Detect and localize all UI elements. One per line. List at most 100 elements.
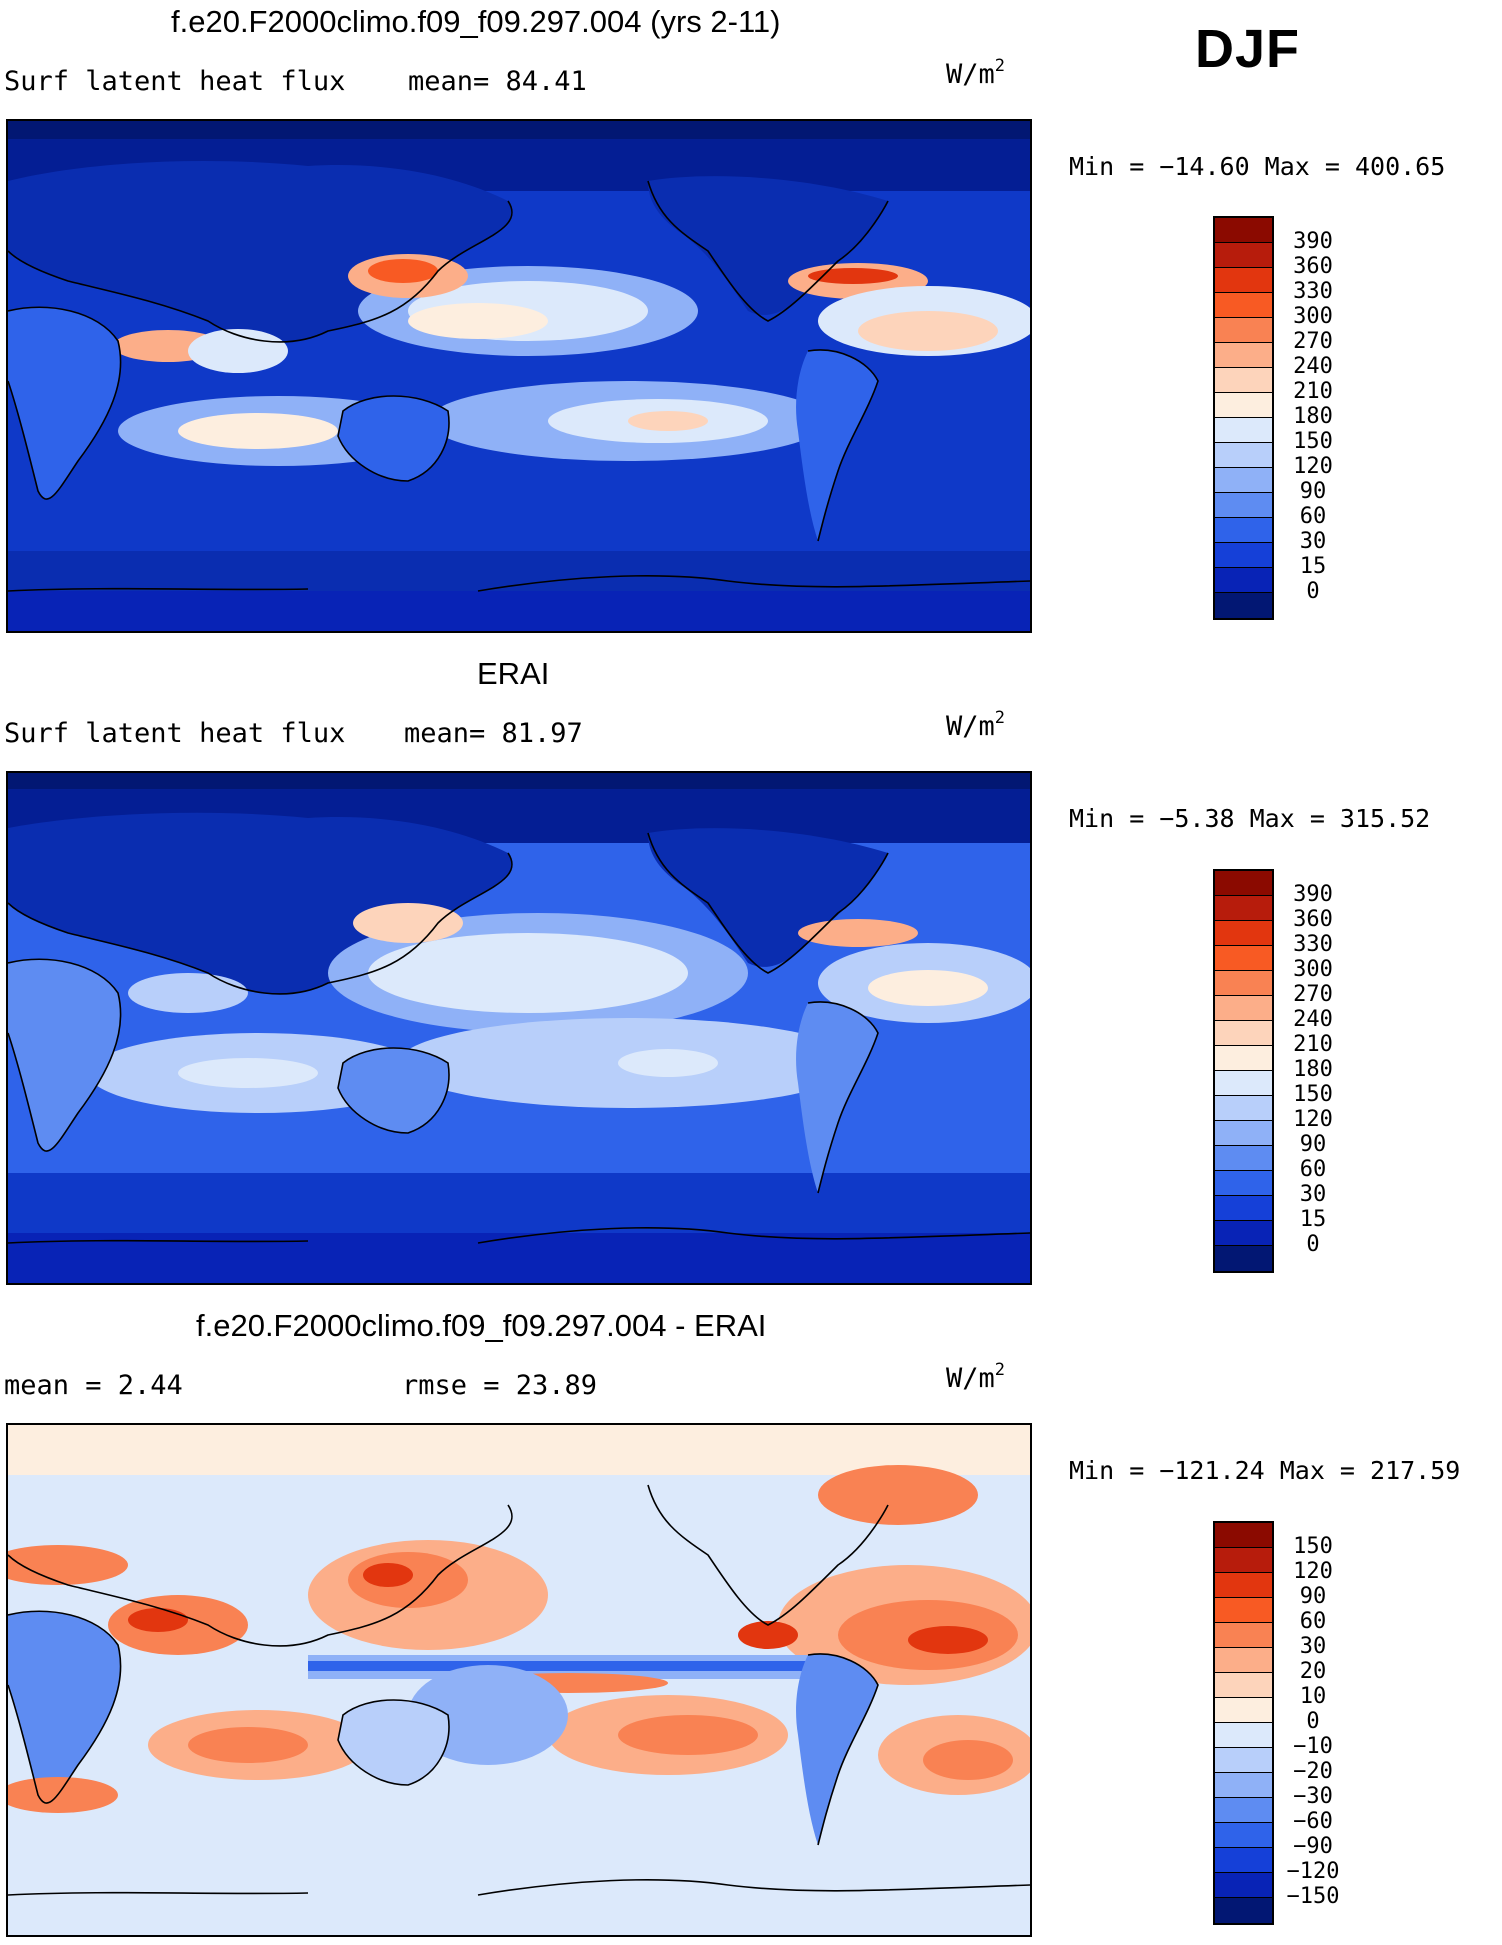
colorbar-tick-label: 30 — [1299, 1634, 1327, 1659]
panel-1-map — [6, 119, 1032, 633]
panel-3-map — [6, 1423, 1032, 1937]
colorbar-tick-label: −20 — [1293, 1759, 1333, 1784]
colorbar-tick-label: 300 — [1293, 304, 1333, 329]
panel-3-rmse-label: rmse = 23.89 — [402, 1370, 598, 1401]
panel-1-units: W/m2 — [946, 56, 1006, 90]
colorbar-tick-label: 120 — [1293, 1107, 1333, 1132]
panel-1-minmax: Min = −14.60 Max = 400.65 — [1069, 152, 1446, 181]
colorbar-tick-label: 20 — [1299, 1659, 1327, 1684]
colorbar-tick-label: 300 — [1293, 957, 1333, 982]
colorbar-tick-label: 60 — [1299, 1609, 1327, 1634]
colorbar-tick-label: 210 — [1293, 1032, 1333, 1057]
colorbar-swatch — [1215, 1798, 1272, 1823]
panel-2-mean-label: mean= 81.97 — [404, 718, 583, 749]
colorbar-tick-label: 120 — [1293, 1559, 1333, 1584]
colorbar-tick-label: −60 — [1293, 1809, 1333, 1834]
colorbar-swatch — [1215, 1121, 1272, 1146]
colorbar-swatch — [1215, 1873, 1272, 1898]
colorbar-swatch — [1215, 268, 1272, 293]
colorbar-tick-label: 240 — [1293, 354, 1333, 379]
colorbar-swatch — [1215, 1573, 1272, 1598]
panel-2-map — [6, 771, 1032, 1285]
panel-1-variable-label: Surf latent heat flux — [4, 66, 346, 97]
colorbar-tick-label: 270 — [1293, 329, 1333, 354]
colorbar-swatch — [1215, 1071, 1272, 1096]
colorbar-swatch — [1215, 1823, 1272, 1848]
colorbar-swatch — [1215, 418, 1272, 443]
colorbar-swatch — [1215, 343, 1272, 368]
colorbar-tick-label: 60 — [1299, 1157, 1327, 1182]
colorbar-swatch — [1215, 1623, 1272, 1648]
colorbar-swatch — [1215, 1146, 1272, 1171]
colorbar-swatch — [1215, 518, 1272, 543]
colorbar-swatch — [1215, 1196, 1272, 1221]
colorbar-swatch — [1215, 871, 1272, 896]
colorbar-tick-label: 330 — [1293, 279, 1333, 304]
colorbar-tick-label: 10 — [1299, 1684, 1327, 1709]
colorbar-swatch — [1215, 896, 1272, 921]
panel-3-mean-label: mean = 2.44 — [4, 1370, 183, 1401]
panel-2-colorbar — [1213, 869, 1274, 1273]
panel-2-title: ERAI — [477, 656, 550, 691]
colorbar-swatch — [1215, 1096, 1272, 1121]
colorbar-tick-label: 90 — [1299, 1132, 1327, 1157]
colorbar-tick-label: 120 — [1293, 454, 1333, 479]
panel-1-colorbar — [1213, 216, 1274, 620]
colorbar-swatch — [1215, 1221, 1272, 1246]
colorbar-swatch — [1215, 568, 1272, 593]
colorbar-tick-label: 210 — [1293, 379, 1333, 404]
panel-3-title: f.e20.F2000climo.f09_f09.297.004 - ERAI — [196, 1308, 767, 1343]
colorbar-swatch — [1215, 1171, 1272, 1196]
panel-1-title: f.e20.F2000climo.f09_f09.297.004 (yrs 2-… — [171, 4, 781, 39]
colorbar-swatch — [1215, 1246, 1272, 1271]
colorbar-tick-label: 330 — [1293, 932, 1333, 957]
panel-1-mean-label: mean= 84.41 — [408, 66, 587, 97]
panel-3-units: W/m2 — [946, 1360, 1006, 1394]
colorbar-swatch — [1215, 921, 1272, 946]
colorbar-tick-label: 60 — [1299, 504, 1327, 529]
season-label: DJF — [1195, 19, 1301, 79]
panel-2-units: W/m2 — [946, 708, 1006, 742]
colorbar-tick-label: −10 — [1293, 1734, 1333, 1759]
colorbar-tick-label: 30 — [1299, 529, 1327, 554]
colorbar-tick-label: 240 — [1293, 1007, 1333, 1032]
panel-3-minmax: Min = −121.24 Max = 217.59 — [1069, 1456, 1461, 1485]
colorbar-swatch — [1215, 1673, 1272, 1698]
colorbar-swatch — [1215, 393, 1272, 418]
colorbar-tick-label: 360 — [1293, 907, 1333, 932]
colorbar-swatch — [1215, 218, 1272, 243]
colorbar-tick-label: −90 — [1293, 1834, 1333, 1859]
colorbar-swatch — [1215, 468, 1272, 493]
colorbar-swatch — [1215, 1021, 1272, 1046]
colorbar-swatch — [1215, 593, 1272, 618]
colorbar-swatch — [1215, 1548, 1272, 1573]
colorbar-swatch — [1215, 368, 1272, 393]
colorbar-tick-label: 15 — [1299, 1207, 1327, 1232]
colorbar-tick-label: 150 — [1293, 1082, 1333, 1107]
colorbar-tick-label: 0 — [1306, 579, 1320, 604]
colorbar-swatch — [1215, 543, 1272, 568]
colorbar-tick-label: −150 — [1286, 1884, 1340, 1909]
colorbar-tick-label: 390 — [1293, 229, 1333, 254]
colorbar-tick-label: 150 — [1293, 1534, 1333, 1559]
colorbar-swatch — [1215, 1598, 1272, 1623]
colorbar-swatch — [1215, 1046, 1272, 1071]
colorbar-swatch — [1215, 493, 1272, 518]
colorbar-swatch — [1215, 293, 1272, 318]
colorbar-swatch — [1215, 1648, 1272, 1673]
colorbar-swatch — [1215, 1748, 1272, 1773]
colorbar-tick-label: −30 — [1293, 1784, 1333, 1809]
colorbar-tick-label: 150 — [1293, 429, 1333, 454]
colorbar-swatch — [1215, 318, 1272, 343]
colorbar-swatch — [1215, 1848, 1272, 1873]
colorbar-swatch — [1215, 1523, 1272, 1548]
colorbar-tick-label: 15 — [1299, 554, 1327, 579]
colorbar-swatch — [1215, 946, 1272, 971]
colorbar-swatch — [1215, 971, 1272, 996]
panel-3-colorbar — [1213, 1521, 1274, 1925]
colorbar-tick-label: 270 — [1293, 982, 1333, 1007]
colorbar-swatch — [1215, 1773, 1272, 1798]
colorbar-swatch — [1215, 1898, 1272, 1923]
colorbar-tick-label: 390 — [1293, 882, 1333, 907]
colorbar-swatch — [1215, 996, 1272, 1021]
